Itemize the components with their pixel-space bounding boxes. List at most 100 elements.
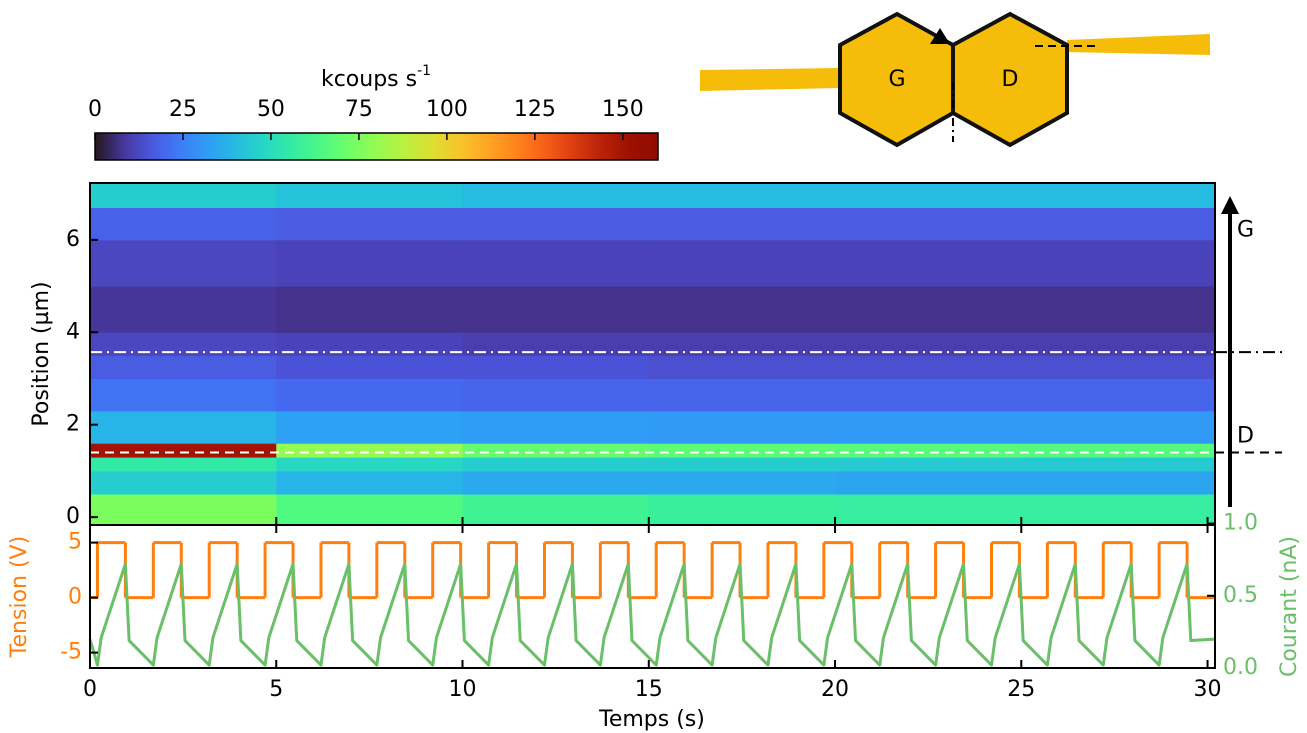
x-tick-label: 0 xyxy=(83,677,97,702)
heat-cell xyxy=(835,410,1022,444)
heat-cell xyxy=(1021,332,1216,356)
heat-cell xyxy=(648,457,836,472)
colorbar-tick-label: 150 xyxy=(602,97,644,122)
y-tick-label: -5 xyxy=(60,640,82,665)
heat-cell xyxy=(1021,494,1216,526)
heat-cell xyxy=(648,239,836,287)
heat-cell xyxy=(462,207,650,241)
heat-cell xyxy=(1021,410,1216,444)
heat-cell xyxy=(462,443,650,458)
colorbar-tick-label: 125 xyxy=(514,97,556,122)
heat-cell xyxy=(648,470,836,495)
heat-cell xyxy=(462,494,650,526)
heat-cell xyxy=(1021,207,1216,241)
x-tick-label: 15 xyxy=(635,677,663,702)
heat-cell xyxy=(1021,286,1216,333)
heat-cell xyxy=(276,378,464,412)
heat-cell xyxy=(835,286,1022,333)
heat-cell xyxy=(276,410,464,444)
heat-cell xyxy=(648,332,836,356)
right-wire xyxy=(1067,34,1210,55)
y2-tick-label: 1.0 xyxy=(1223,511,1258,536)
heat-cell xyxy=(648,378,836,412)
heat-cell xyxy=(648,286,836,333)
colorbar-label-exponent: -1 xyxy=(417,63,431,79)
heat-cell xyxy=(462,457,650,472)
heat-cell xyxy=(276,286,464,333)
heat-cell xyxy=(90,239,277,287)
heat-cell xyxy=(276,332,464,356)
left-wire xyxy=(700,68,840,91)
y-tick-label: 2 xyxy=(66,412,80,437)
heat-cell xyxy=(90,286,277,333)
heat-cell xyxy=(90,207,277,241)
side-label: G xyxy=(1237,218,1254,243)
heat-cell xyxy=(90,457,277,472)
heat-cell xyxy=(462,332,650,356)
colorbar-label: kcoups s-1 xyxy=(321,63,431,92)
heat-cell xyxy=(835,457,1022,472)
heat-cell xyxy=(835,443,1022,458)
heat-cell xyxy=(462,378,650,412)
heat-cell xyxy=(90,443,277,458)
heat-cell xyxy=(462,410,650,444)
heat-cell xyxy=(90,494,277,526)
side-label: D xyxy=(1237,423,1254,448)
x-tick-label: 20 xyxy=(821,677,849,702)
arrow-head xyxy=(930,28,950,44)
node-label: D xyxy=(1002,67,1019,92)
heat-cell xyxy=(835,378,1022,412)
heat-cell xyxy=(90,183,277,208)
heat-cell xyxy=(648,494,836,526)
heat-cell xyxy=(1021,183,1216,208)
heat-cell xyxy=(648,183,836,208)
heat-cell xyxy=(1021,470,1216,495)
colorbar xyxy=(94,132,659,161)
colorbar-tick-label: 25 xyxy=(169,97,197,122)
colorbar-tick-label: 0 xyxy=(88,97,102,122)
current-line xyxy=(88,562,1216,667)
y-axis-label: Position (µm) xyxy=(29,281,54,426)
heat-cell xyxy=(90,410,277,444)
node-label: G xyxy=(888,67,905,92)
colorbar-tick-label: 75 xyxy=(345,97,373,122)
x-tick-label: 10 xyxy=(449,677,477,702)
heat-cell xyxy=(1021,355,1216,379)
colorbar-tick-label: 100 xyxy=(426,97,468,122)
colorbar-tick-label: 50 xyxy=(257,97,285,122)
heat-cell xyxy=(276,183,464,208)
heat-cell xyxy=(462,183,650,208)
y-tick-label: 0 xyxy=(68,585,82,610)
heat-cell xyxy=(462,239,650,287)
y2-tick-label: 0.5 xyxy=(1223,583,1258,608)
heat-cell xyxy=(90,470,277,495)
y-tick-label: 5 xyxy=(68,530,82,555)
y-axis-label: Tension (V) xyxy=(7,536,32,658)
heat-cell xyxy=(90,355,277,379)
heat-cell xyxy=(648,355,836,379)
heat-cell xyxy=(276,457,464,472)
colorbar-label-text: kcoups s xyxy=(321,67,417,92)
heat-cell xyxy=(276,239,464,287)
heat-cell xyxy=(835,494,1022,526)
heat-cell xyxy=(276,443,464,458)
heat-cell xyxy=(835,332,1022,356)
x-axis-label: Temps (s) xyxy=(598,707,705,732)
heat-cell xyxy=(1021,239,1216,287)
heat-cell xyxy=(1021,378,1216,412)
heat-cell xyxy=(835,470,1022,495)
y-tick-label: 0 xyxy=(66,504,80,529)
heat-cell xyxy=(835,239,1022,287)
heat-cell xyxy=(835,355,1022,379)
y-tick-label: 4 xyxy=(66,319,80,344)
heat-cell xyxy=(648,443,836,458)
y2-tick-label: 0.0 xyxy=(1223,655,1258,680)
heat-cell xyxy=(1021,457,1216,472)
heat-cell xyxy=(835,183,1022,208)
device-diagram: G D xyxy=(700,11,1210,148)
x-tick-label: 5 xyxy=(269,677,283,702)
y-tick-label: 6 xyxy=(66,227,80,252)
x-tick-label: 25 xyxy=(1007,677,1035,702)
heat-cell xyxy=(276,494,464,526)
heat-cell xyxy=(462,286,650,333)
